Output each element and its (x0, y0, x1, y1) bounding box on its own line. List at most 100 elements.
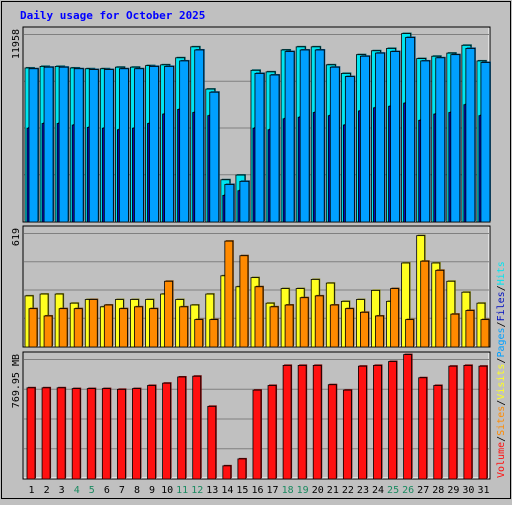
bar-pages-day-2 (43, 66, 54, 223)
x-tick-label-day-2: 2 (44, 485, 50, 496)
x-tick-label-day-29: 29 (447, 485, 459, 496)
x-tick-label-day-31: 31 (477, 485, 489, 496)
bar-volume-day-4 (71, 388, 81, 480)
x-tick-label-day-30: 30 (462, 485, 474, 496)
bar-volume-day-20 (312, 365, 322, 480)
bar-volume-day-11 (177, 376, 187, 480)
bar-pages-day-13 (209, 91, 220, 223)
bar-volume-day-23 (358, 365, 367, 480)
bar-pages-day-7 (118, 68, 129, 223)
x-tick-label-day-12: 12 (191, 485, 203, 496)
legend-entry-9: / (496, 285, 507, 291)
bar-pages-day-18 (284, 51, 295, 223)
x-tick-label-day-19: 19 (297, 485, 309, 496)
bar-volume-day-24 (373, 365, 382, 480)
x-tick-label-day-17: 17 (267, 485, 279, 496)
bar-sites-day-15 (239, 255, 249, 348)
bar-pages-day-19 (299, 49, 310, 223)
x-tick-label-day-8: 8 (134, 485, 140, 496)
bar-volume-day-15 (237, 458, 247, 480)
x-tick-label-day-26: 26 (402, 485, 414, 496)
bar-volume-day-21 (327, 384, 337, 480)
bar-sites-day-1 (28, 308, 38, 348)
bar-sites-day-19 (299, 297, 309, 348)
bar-sites-day-25 (390, 288, 399, 348)
bar-sites-day-29 (450, 313, 460, 348)
x-tick-label-day-23: 23 (357, 485, 369, 496)
x-tick-label-day-27: 27 (417, 485, 429, 496)
bar-sites-day-13 (209, 319, 219, 348)
x-tick-label-day-7: 7 (119, 485, 125, 496)
bar-pages-day-3 (58, 66, 69, 223)
bar-pages-day-28 (435, 57, 446, 223)
bar-sites-day-2 (43, 315, 53, 348)
bar-volume-day-29 (448, 365, 458, 480)
bar-sites-day-23 (360, 311, 369, 348)
x-tick-label-day-28: 28 (432, 485, 444, 496)
bar-volume-day-28 (433, 385, 443, 480)
legend-entry-6: Pages (496, 327, 507, 357)
bar-pages-day-21 (329, 66, 340, 223)
bar-sites-day-9 (149, 308, 158, 348)
y-max-label: 619 (11, 228, 22, 246)
bar-pages-day-23 (360, 55, 370, 223)
bar-volume-day-12 (192, 375, 202, 480)
legend-entry-8: Files (496, 291, 507, 321)
bar-pages-day-29 (450, 54, 461, 223)
bar-pages-day-15 (239, 180, 250, 223)
bar-pages-day-8 (134, 68, 144, 223)
bar-volume-day-13 (207, 405, 217, 480)
bar-sites-day-26 (405, 319, 415, 348)
x-tick-label-day-3: 3 (59, 485, 65, 496)
bar-sites-day-3 (58, 308, 68, 348)
bar-volume-day-26 (403, 354, 413, 480)
x-tick-label-day-10: 10 (161, 485, 173, 496)
bar-pages-day-31 (480, 62, 491, 223)
x-tick-label-day-16: 16 (251, 485, 263, 496)
x-tick-label-day-15: 15 (236, 485, 248, 496)
bar-volume-day-2 (41, 387, 51, 480)
x-tick-label-day-5: 5 (89, 485, 95, 496)
bar-sites-day-4 (73, 308, 83, 348)
bar-volume-day-25 (388, 361, 397, 480)
bar-sites-day-18 (284, 304, 294, 348)
legend-entry-2: Sites (496, 406, 507, 436)
x-tick-label-day-18: 18 (282, 485, 294, 496)
bar-volume-day-31 (478, 365, 488, 480)
bar-volume-day-10 (162, 382, 171, 480)
bar-pages-day-20 (314, 49, 325, 223)
bar-pages-day-14 (224, 184, 235, 223)
bar-sites-day-5 (88, 299, 98, 348)
bar-sites-day-10 (164, 280, 173, 348)
legend-entry-5: / (496, 358, 507, 364)
bar-pages-day-25 (390, 51, 400, 223)
bar-volume-day-18 (282, 365, 292, 480)
bar-sites-day-12 (194, 319, 204, 348)
x-tick-label-day-25: 25 (387, 485, 399, 496)
bar-pages-day-11 (179, 60, 190, 223)
legend-entry-3: / (496, 400, 507, 406)
legend-entry-1: / (496, 436, 507, 442)
x-tick-label-day-22: 22 (342, 485, 354, 496)
x-tick-label-day-20: 20 (312, 485, 324, 496)
bar-volume-day-9 (147, 385, 156, 480)
x-tick-label-day-13: 13 (206, 485, 218, 496)
bar-volume-day-30 (463, 365, 473, 480)
bar-pages-day-9 (149, 66, 159, 223)
bar-sites-day-7 (118, 308, 128, 348)
bar-volume-day-19 (297, 365, 307, 480)
bar-pages-day-22 (344, 76, 355, 223)
x-tick-label-day-24: 24 (372, 485, 384, 496)
bar-volume-day-17 (267, 385, 277, 480)
bar-volume-day-16 (252, 389, 262, 480)
bar-sites-day-24 (375, 315, 384, 348)
x-tick-label-day-21: 21 (327, 485, 339, 496)
legend-entry-4: Visits (496, 364, 507, 400)
bar-sites-day-6 (103, 304, 113, 348)
bar-pages-day-12 (194, 49, 205, 223)
x-tick-label-day-1: 1 (29, 485, 35, 496)
bar-pages-day-6 (103, 69, 114, 223)
bar-pages-day-24 (375, 52, 385, 223)
